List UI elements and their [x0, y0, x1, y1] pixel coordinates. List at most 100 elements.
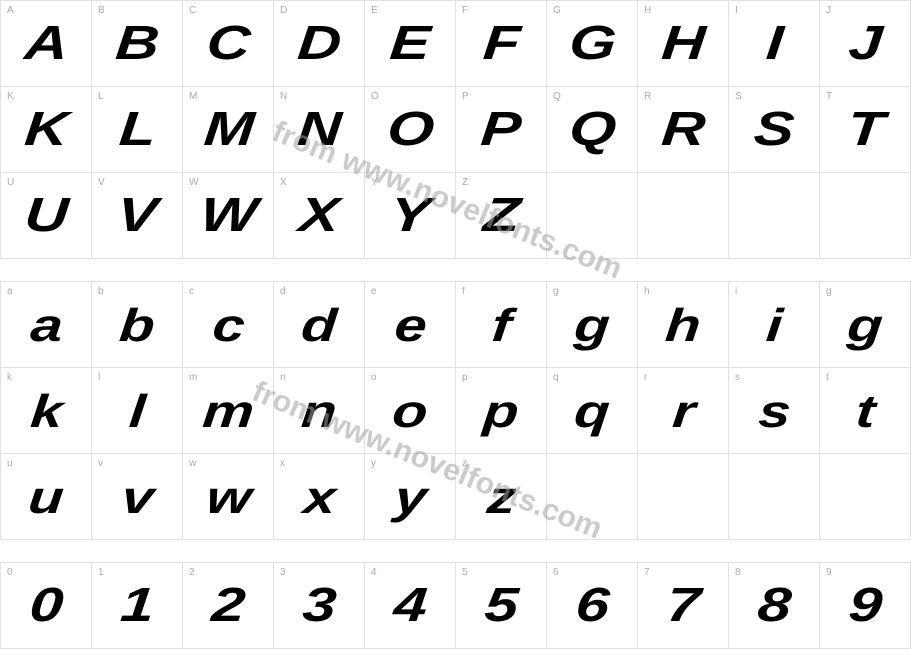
- glyph-cell: uu: [1, 454, 92, 540]
- section-lowercase: aabbccddeeffgghhiiggkkllmmnnooppqqrrsstt…: [0, 281, 911, 540]
- glyph: M: [202, 106, 255, 154]
- glyph-cell: NN: [274, 87, 365, 173]
- glyph-label: p: [462, 372, 468, 383]
- glyph: y: [393, 474, 428, 520]
- glyph-cell: ee: [365, 282, 456, 368]
- glyph: X: [298, 192, 341, 240]
- glyph: d: [300, 302, 338, 348]
- glyph: e: [393, 302, 428, 348]
- glyph-label: i: [735, 286, 737, 297]
- glyph: k: [29, 388, 64, 434]
- glyph-cell: LL: [92, 87, 183, 173]
- glyph: D: [296, 20, 342, 68]
- glyph: c: [211, 302, 246, 348]
- glyph: h: [664, 302, 702, 348]
- glyph-cell: ss: [729, 368, 820, 454]
- glyph-cell: gg: [547, 282, 638, 368]
- glyph-cell: [638, 173, 729, 259]
- glyph-cell: 11: [92, 563, 183, 649]
- glyph: S: [753, 106, 796, 154]
- glyph-label: 4: [371, 567, 377, 578]
- glyph: A: [23, 20, 69, 68]
- glyph-label: z: [462, 458, 467, 469]
- glyph-cell: II: [729, 1, 820, 87]
- glyph-cell: pp: [456, 368, 547, 454]
- glyph-label: 0: [7, 567, 13, 578]
- glyph-cell: YY: [365, 173, 456, 259]
- glyph-cell: rr: [638, 368, 729, 454]
- glyph-label: E: [371, 5, 378, 16]
- glyph-label: q: [553, 372, 559, 383]
- glyph: w: [204, 474, 251, 520]
- glyph-grid: AABBCCDDEEFFGGHHIIJJKKLLMMNNOOPPQQRRSSTT…: [0, 1, 911, 259]
- glyph-label: N: [280, 91, 287, 102]
- glyph-label: x: [280, 458, 285, 469]
- glyph-label: l: [98, 372, 100, 383]
- glyph: 6: [574, 582, 610, 630]
- glyph-cell: FF: [456, 1, 547, 87]
- glyph: v: [120, 474, 155, 520]
- glyph-label: A: [7, 5, 14, 16]
- glyph-cell: bb: [92, 282, 183, 368]
- glyph: F: [481, 20, 521, 68]
- glyph-cell: MM: [183, 87, 274, 173]
- glyph: B: [114, 20, 160, 68]
- glyph-cell: HH: [638, 1, 729, 87]
- glyph-cell: 66: [547, 563, 638, 649]
- glyph-label: 3: [280, 567, 286, 578]
- glyph-label: 8: [735, 567, 741, 578]
- glyph-cell: QQ: [547, 87, 638, 173]
- glyph: o: [391, 388, 429, 434]
- glyph-cell: XX: [274, 173, 365, 259]
- glyph: 8: [756, 582, 792, 630]
- glyph-cell: [729, 454, 820, 540]
- glyph-cell: ll: [92, 368, 183, 454]
- glyph-label: G: [553, 5, 561, 16]
- glyph: m: [201, 388, 255, 434]
- glyph-cell: nn: [274, 368, 365, 454]
- glyph-label: C: [189, 5, 196, 16]
- glyph-label: g: [826, 286, 832, 297]
- glyph-cell: vv: [92, 454, 183, 540]
- glyph: V: [116, 192, 159, 240]
- font-chart-container: { "watermark": "from www.novelfonts.com"…: [0, 0, 911, 668]
- glyph-cell: AA: [1, 1, 92, 87]
- glyph-cell: tt: [820, 368, 911, 454]
- glyph-label: S: [735, 91, 742, 102]
- glyph-label: 7: [644, 567, 650, 578]
- glyph: H: [660, 20, 706, 68]
- glyph: g: [573, 302, 611, 348]
- glyph-cell: [547, 173, 638, 259]
- glyph: U: [23, 192, 69, 240]
- section-digits: 00112233445566778899: [0, 562, 911, 649]
- glyph-cell: [638, 454, 729, 540]
- glyph-label: U: [7, 177, 14, 188]
- sections-root: AABBCCDDEEFFGGHHIIJJKKLLMMNNOOPPQQRRSSTT…: [0, 0, 911, 649]
- glyph-label: m: [189, 372, 197, 383]
- glyph-label: T: [826, 91, 832, 102]
- glyph-cell: [820, 173, 911, 259]
- glyph: I: [764, 20, 784, 68]
- glyph-cell: OO: [365, 87, 456, 173]
- glyph: T: [845, 106, 885, 154]
- glyph-label: F: [462, 5, 468, 16]
- glyph-cell: xx: [274, 454, 365, 540]
- glyph-label: h: [644, 286, 650, 297]
- glyph-label: y: [371, 458, 376, 469]
- section-uppercase: AABBCCDDEEFFGGHHIIJJKKLLMMNNOOPPQQRRSSTT…: [0, 0, 911, 259]
- glyph-cell: cc: [183, 282, 274, 368]
- glyph: 2: [210, 582, 246, 630]
- glyph-cell: oo: [365, 368, 456, 454]
- glyph: i: [765, 302, 784, 348]
- glyph-cell: CC: [183, 1, 274, 87]
- glyph: L: [117, 106, 157, 154]
- glyph: r: [670, 388, 695, 434]
- glyph-cell: 88: [729, 563, 820, 649]
- glyph-label: 1: [98, 567, 104, 578]
- glyph-cell: BB: [92, 1, 183, 87]
- glyph-cell: KK: [1, 87, 92, 173]
- glyph-cell: [729, 173, 820, 259]
- glyph: O: [385, 106, 435, 154]
- glyph-label: M: [189, 91, 197, 102]
- glyph-cell: yy: [365, 454, 456, 540]
